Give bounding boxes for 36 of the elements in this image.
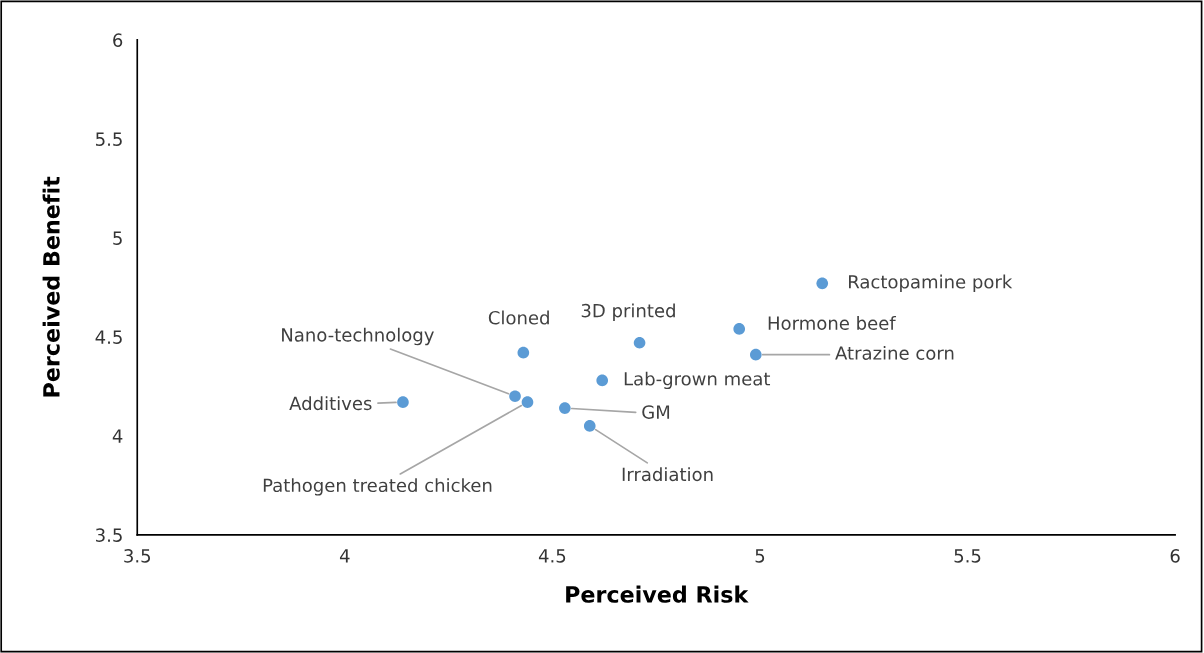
point [596,374,609,387]
point [509,390,521,403]
x-tick-label: 5.5 [954,549,981,563]
point [397,396,409,408]
y-tick-label: 3.5 [96,528,122,542]
point [521,396,534,408]
x-tick-label: 4.5 [538,549,566,563]
annotation: GM [642,405,670,419]
annotation: Irradiation [622,467,713,482]
x-tick-label: 5 [755,549,765,563]
y-tick-label: 4 [112,429,123,443]
x-tick-label: 3.5 [124,549,151,563]
annotation: Lab-grown meat [624,371,771,390]
point [733,323,746,335]
y-tick-label: 5.5 [96,132,122,146]
y-tick-label: 4.5 [95,330,122,344]
point [583,420,596,432]
annotation: Atrazine corn [835,345,954,360]
y-tick-label: 6 [113,33,123,47]
x-axis-title: Perceived Risk [566,585,749,603]
x-tick-label: 6 [1170,549,1180,563]
annotation: Ractopamine pork [849,274,1013,293]
annotation: Cloned [488,310,549,325]
y-axis-title: Perceived Benefit [42,176,60,397]
point [559,402,571,414]
annotation: Hormone beef [768,315,897,330]
point [517,346,530,359]
annotation: 3D printed [581,303,675,321]
point [816,277,829,290]
annotation: Nano-technology [282,327,434,346]
x-tick-label: 4 [339,549,350,563]
annotation: Pathogen treated chicken [263,478,492,496]
y-tick-label: 5 [113,231,122,245]
point [750,348,762,361]
annotation: Additives [289,396,372,411]
point [633,336,646,349]
